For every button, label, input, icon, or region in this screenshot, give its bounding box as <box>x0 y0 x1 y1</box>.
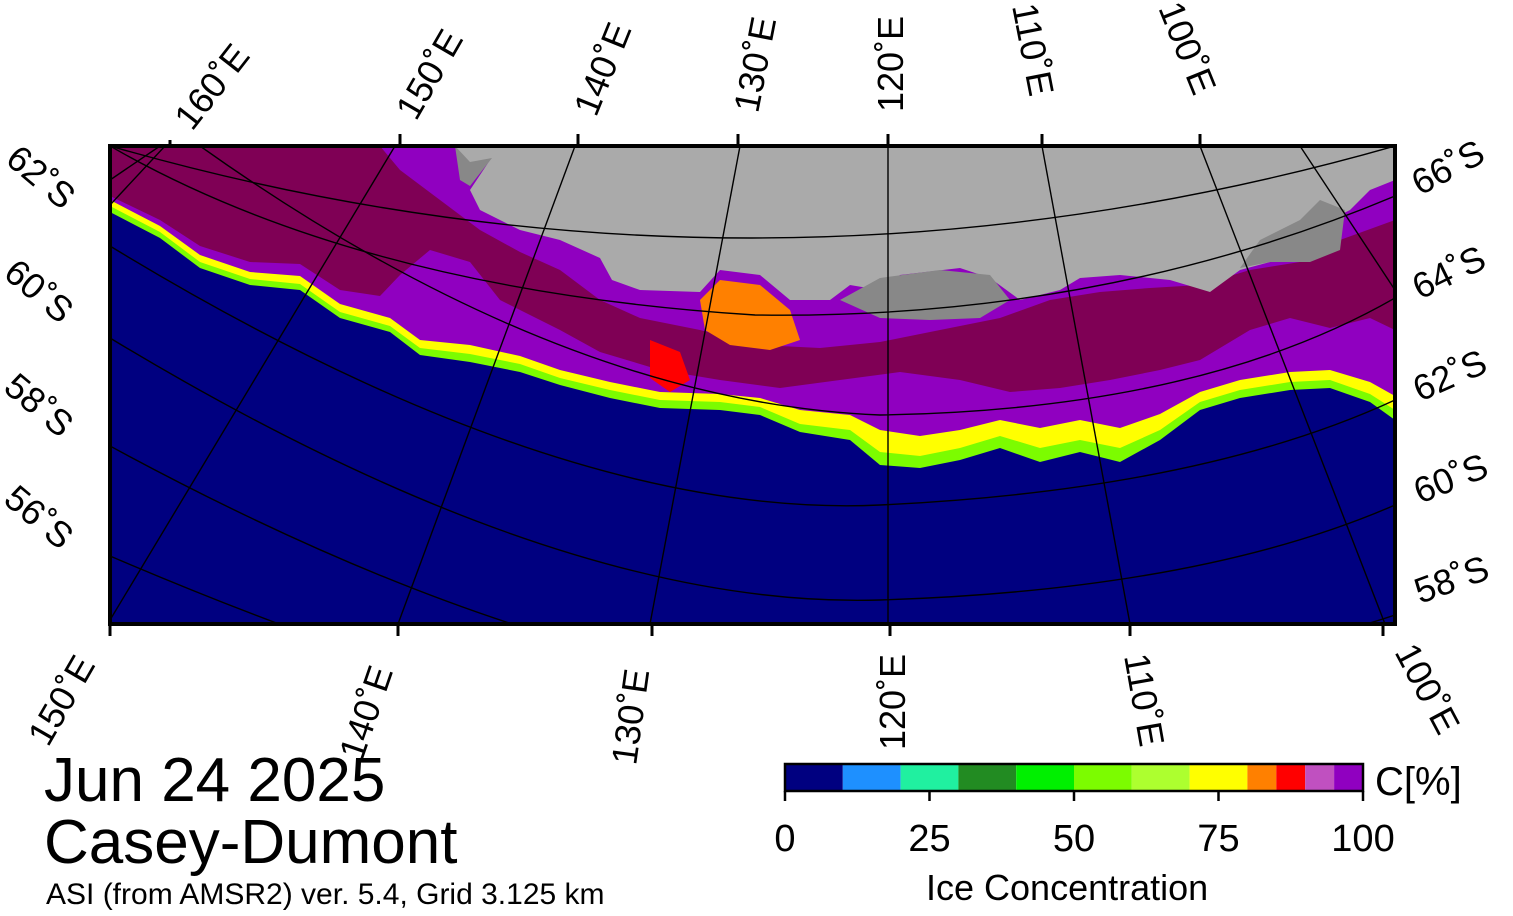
top-lon-label: 120˚E <box>870 16 911 112</box>
dark-land-shelf <box>455 146 1345 320</box>
colorbar-tick-label: 50 <box>1053 818 1095 860</box>
right-lat-label: 60˚S <box>1408 445 1494 512</box>
colorbar-bin <box>1074 764 1132 791</box>
colorbar-bin <box>785 764 843 791</box>
colorbar-bin <box>958 764 1017 791</box>
colorbar-bin <box>900 764 959 791</box>
bottom-lon-label: 130˚E <box>603 666 657 767</box>
top-lon-label: 110˚E <box>1004 0 1062 99</box>
longitude-lines <box>110 146 1395 624</box>
bottom-lon-label: 120˚E <box>872 654 913 750</box>
left-lat-label: 58˚S <box>0 365 81 445</box>
right-lat-label: 66˚S <box>1405 131 1491 203</box>
colorbar-ticks: 0 25 50 75 100 <box>774 791 1395 860</box>
data-source: ASI (from AMSR2) ver. 5.4, Grid 3.125 km <box>46 878 605 911</box>
map-frame <box>108 144 1397 626</box>
colorbar: 0 25 50 75 100 <box>774 762 1395 860</box>
colorbar-bin <box>1305 764 1335 791</box>
colorbar-title: Ice Concentration <box>926 867 1209 908</box>
colorbar-bin <box>1016 764 1074 791</box>
bottom-lon-label: 150˚E <box>19 648 103 752</box>
colorbar-bin <box>842 764 901 791</box>
map-panel <box>110 146 1395 624</box>
left-latitude-labels: 62˚S 60˚S 58˚S 56˚S <box>0 137 83 557</box>
map-date: Jun 24 2025 <box>44 746 386 815</box>
top-lon-label: 150˚E <box>387 22 471 126</box>
colorbar-bin <box>1189 764 1248 791</box>
antarctic-land <box>455 146 1395 300</box>
colorbar-tick-label: 25 <box>908 818 950 860</box>
left-lat-label: 56˚S <box>0 477 81 557</box>
colorbar-bins <box>785 764 1363 791</box>
left-lat-label: 62˚S <box>0 137 83 217</box>
bottom-lon-label: 110˚E <box>1116 650 1173 749</box>
top-lon-label: 100˚E <box>1151 0 1225 100</box>
right-lat-label: 64˚S <box>1406 237 1492 307</box>
right-latitude-labels: 66˚S 64˚S 62˚S 60˚S 58˚S <box>1405 131 1495 611</box>
top-lon-label: 160˚E <box>166 36 257 137</box>
colorbar-bin <box>1276 764 1306 791</box>
colorbar-bin <box>1131 764 1190 791</box>
colorbar-tick-label: 100 <box>1331 818 1394 860</box>
bottom-lon-label: 100˚E <box>1387 637 1468 741</box>
colorbar-bin <box>1334 764 1363 791</box>
frame-ticks <box>108 134 1385 636</box>
colorbar-tick-label: 75 <box>1197 818 1239 860</box>
colorbar-unit: C[%] <box>1375 760 1462 804</box>
right-lat-label: 58˚S <box>1409 547 1494 612</box>
left-lat-label: 60˚S <box>0 251 81 331</box>
colorbar-tick-label: 0 <box>774 818 795 860</box>
colorbar-bin <box>1247 764 1277 791</box>
top-lon-label: 140˚E <box>565 17 639 121</box>
top-lon-label: 130˚E <box>726 13 785 115</box>
right-lat-label: 62˚S <box>1407 341 1493 409</box>
top-longitude-labels: 160˚E 150˚E 140˚E 130˚E 120˚E 110˚E 100˚… <box>166 0 1225 137</box>
region-name: Casey-Dumont <box>44 808 458 877</box>
latitude-lines <box>110 146 1395 624</box>
